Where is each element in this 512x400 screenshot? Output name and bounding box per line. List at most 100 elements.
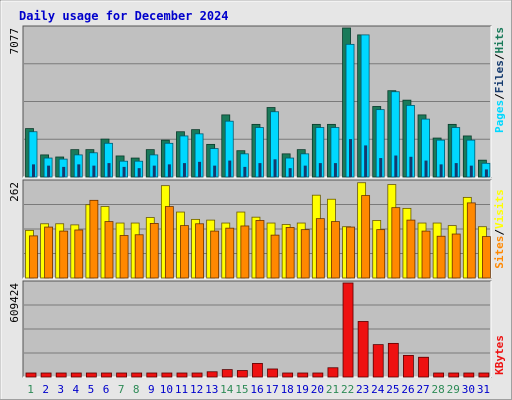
bar-sites: [59, 230, 69, 279]
bar-sites: [391, 207, 401, 279]
bar-sites: [180, 225, 189, 279]
bar-sites: [346, 226, 355, 279]
bar-kbytes: [433, 372, 445, 378]
bar-pages: [62, 166, 66, 177]
bar-sites: [466, 202, 476, 279]
x-tick-label: 9: [148, 383, 155, 396]
x-tick-label: 1: [27, 383, 34, 396]
bar-kbytes: [372, 344, 384, 378]
x-tick-label: 8: [133, 383, 140, 396]
legend-visits: Visits: [493, 189, 506, 229]
bar-sites: [361, 195, 371, 279]
bar-kbytes: [357, 321, 369, 378]
bar-kbytes: [327, 367, 339, 378]
bar-kbytes: [297, 372, 309, 378]
legend-sites: Sites: [493, 236, 506, 269]
chart-title: Daily usage for December 2024: [19, 9, 229, 23]
bar-pages: [243, 166, 247, 177]
bar-sites: [44, 226, 53, 279]
y-max-label: 7077: [8, 28, 21, 55]
bar-sites: [482, 236, 491, 279]
legend-kbytes: KBytes: [493, 335, 506, 375]
legend-separator: /: [493, 93, 506, 100]
x-tick-label: 16: [250, 383, 263, 396]
bar-kbytes: [146, 372, 158, 378]
bar-sites: [376, 229, 386, 279]
x-tick-label: 10: [160, 383, 173, 396]
bar-pages: [318, 163, 322, 177]
bar-pages: [32, 164, 35, 177]
legend-separator: /: [493, 229, 506, 236]
x-tick-label: 26: [401, 383, 414, 396]
bar-pages: [333, 163, 337, 177]
bar-pages: [122, 166, 126, 177]
bar-pages: [228, 160, 232, 177]
bar-pages: [137, 168, 141, 177]
bar-sites: [74, 229, 84, 279]
bar-pages: [152, 165, 156, 177]
x-tick-label: 25: [386, 383, 399, 396]
bar-pages: [273, 159, 277, 177]
x-tick-label: 24: [371, 383, 385, 396]
x-tick-label: 19: [296, 383, 309, 396]
bar-sites: [134, 234, 144, 279]
x-tick-label: 15: [235, 383, 248, 396]
bar-kbytes: [342, 282, 354, 378]
bar-sites: [285, 227, 295, 279]
x-tick-label: 31: [477, 383, 490, 396]
bar-kbytes: [282, 372, 294, 378]
x-tick-label: 29: [447, 383, 460, 396]
bar-pages: [364, 145, 368, 177]
bar-sites: [300, 229, 310, 279]
bar-sites: [210, 230, 220, 279]
bar-kbytes: [85, 372, 97, 378]
x-tick-label: 23: [356, 383, 369, 396]
x-tick-label: 13: [205, 383, 218, 396]
bar-sites: [195, 223, 204, 279]
x-tick-label: 14: [220, 383, 234, 396]
bar-kbytes: [312, 372, 324, 378]
x-tick-label: 18: [281, 383, 294, 396]
bar-pages: [349, 139, 353, 177]
bar-kbytes: [478, 372, 490, 378]
bar-kbytes: [70, 372, 82, 378]
bar-kbytes: [267, 368, 278, 378]
bar-kbytes: [131, 372, 143, 378]
bar-sites: [406, 219, 416, 279]
bar-pages: [424, 160, 428, 177]
bar-pages: [258, 163, 262, 177]
bar-sites: [270, 234, 280, 279]
x-tick-label: 3: [57, 383, 64, 396]
bar-sites: [436, 235, 446, 279]
bar-pages: [167, 164, 171, 177]
bar-sites: [225, 227, 235, 279]
bar-sites: [255, 220, 265, 279]
y-max-label: 609424: [8, 283, 21, 323]
side-legend: KBytes: [493, 335, 506, 375]
bar-pages: [182, 163, 186, 177]
x-tick-label: 28: [432, 383, 445, 396]
x-tick-label: 21: [326, 383, 339, 396]
bar-pages: [198, 161, 202, 177]
bar-sites: [89, 199, 99, 279]
x-tick-label: 30: [462, 383, 475, 396]
bar-sites: [104, 221, 114, 279]
x-tick-label: 12: [190, 383, 203, 396]
bar-kbytes: [403, 355, 414, 378]
bar-kbytes: [101, 372, 112, 378]
bar-kbytes: [206, 371, 218, 378]
bar-pages: [77, 164, 81, 177]
bar-pages: [394, 155, 398, 177]
x-tick-label: 11: [175, 383, 188, 396]
bar-pages: [213, 165, 217, 177]
bar-kbytes: [463, 372, 475, 378]
bar-sites: [240, 225, 250, 279]
bar-pages: [409, 156, 413, 177]
legend-separator: /: [493, 53, 506, 60]
bar-sites: [451, 233, 461, 279]
x-tick-label: 17: [265, 383, 278, 396]
bar-kbytes: [176, 372, 188, 378]
bar-kbytes: [191, 372, 203, 378]
bar-sites: [315, 218, 325, 279]
